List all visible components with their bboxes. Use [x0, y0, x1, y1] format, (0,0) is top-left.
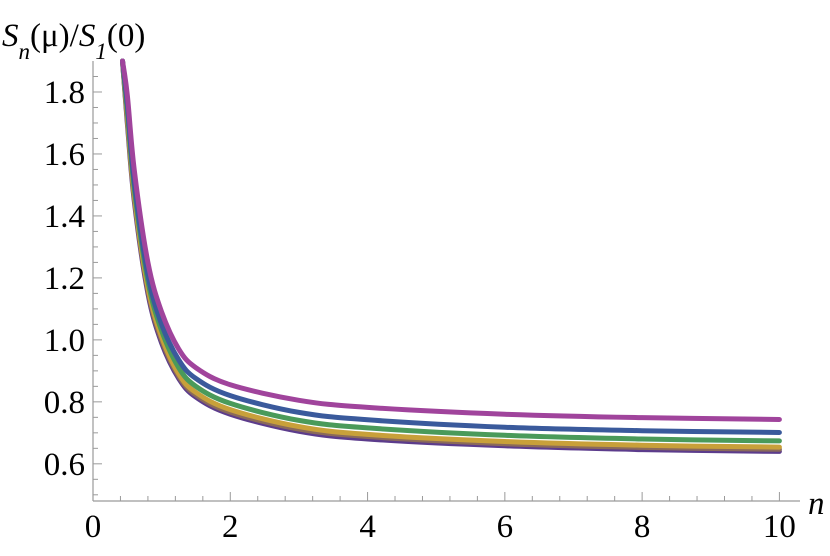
y-axis-title: Sn(μ)/S1(0) — [2, 18, 145, 64]
y-tick-label: 1.6 — [44, 137, 85, 173]
y-tick-label: 0.8 — [44, 385, 85, 421]
x-tick-label: 2 — [222, 509, 239, 545]
y-tick-label: 1.2 — [44, 261, 85, 297]
y-tick-label: 1.4 — [44, 199, 85, 235]
x-tick-label: 10 — [763, 509, 796, 545]
x-tick-label: 6 — [497, 509, 514, 545]
series-line-5 — [120, 58, 782, 435]
series-line-3 — [120, 58, 782, 450]
y-tick-label: 1.0 — [44, 323, 85, 359]
axes: 0 2 4 6 8 10 0.6 0.8 1.0 1.2 1.4 1.6 1.8 — [44, 61, 800, 545]
x-axis-title: n — [808, 486, 825, 522]
y-tick-label: 0.6 — [44, 447, 85, 483]
y-tick-label: 1.8 — [44, 75, 85, 111]
x-tick-label: 8 — [634, 509, 651, 545]
x-tick-label: 4 — [359, 509, 376, 545]
x-tick-label: 0 — [85, 509, 102, 545]
series-line-6 — [120, 58, 782, 422]
series-group — [120, 58, 782, 454]
